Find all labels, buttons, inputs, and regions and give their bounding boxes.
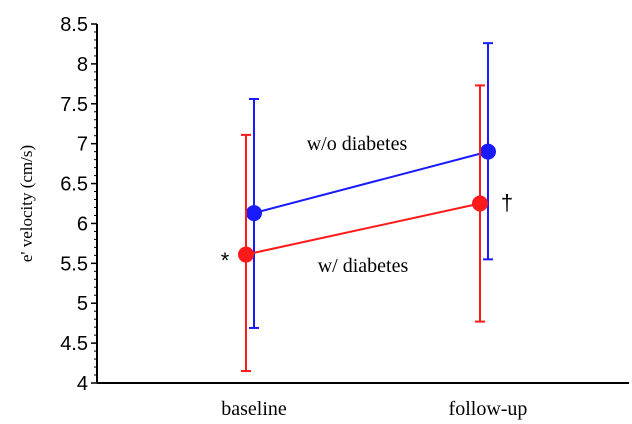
series-line <box>253 150 489 215</box>
y-tick-label: 4 <box>77 373 88 395</box>
series-label-with-diabetes: w/ diabetes <box>318 255 409 277</box>
data-point <box>480 143 496 160</box>
y-tick-label: 8.5 <box>60 14 88 36</box>
y-tick-label: 8 <box>77 54 88 76</box>
y-tick-label: 6.5 <box>60 174 88 196</box>
data-point <box>472 195 488 212</box>
significance-asterisk: * <box>221 248 230 273</box>
y-tick-label: 5 <box>77 293 88 315</box>
data-point <box>246 205 262 222</box>
data-point <box>238 246 254 263</box>
series-with-diabetes <box>238 84 488 373</box>
x-category-label: baseline <box>221 398 287 420</box>
y-axis-title: e' velocity (cm/s) <box>17 145 36 262</box>
series-without-diabetes <box>246 42 496 329</box>
significance-dagger: † <box>501 190 513 215</box>
series-label-without-diabetes: w/o diabetes <box>307 133 408 155</box>
y-tick-label: 7.5 <box>60 94 88 116</box>
y-tick-label: 7 <box>77 134 88 156</box>
x-category-label: follow-up <box>449 398 528 420</box>
y-tick-label: 6 <box>77 213 88 235</box>
series-line <box>245 202 481 256</box>
y-tick-label: 5.5 <box>60 253 88 275</box>
y-tick-label: 4.5 <box>60 333 88 355</box>
